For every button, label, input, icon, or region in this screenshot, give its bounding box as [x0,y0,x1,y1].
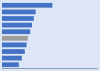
x-axis-line [2,68,98,69]
bars [2,3,52,67]
bar [2,23,32,28]
bar [2,43,27,48]
bar [2,10,36,15]
bar [2,62,19,67]
bar [2,16,34,21]
bar [2,36,28,41]
bar [2,3,52,8]
bar [2,49,25,54]
bar [2,29,30,34]
chart [0,0,100,71]
bar [2,56,22,61]
